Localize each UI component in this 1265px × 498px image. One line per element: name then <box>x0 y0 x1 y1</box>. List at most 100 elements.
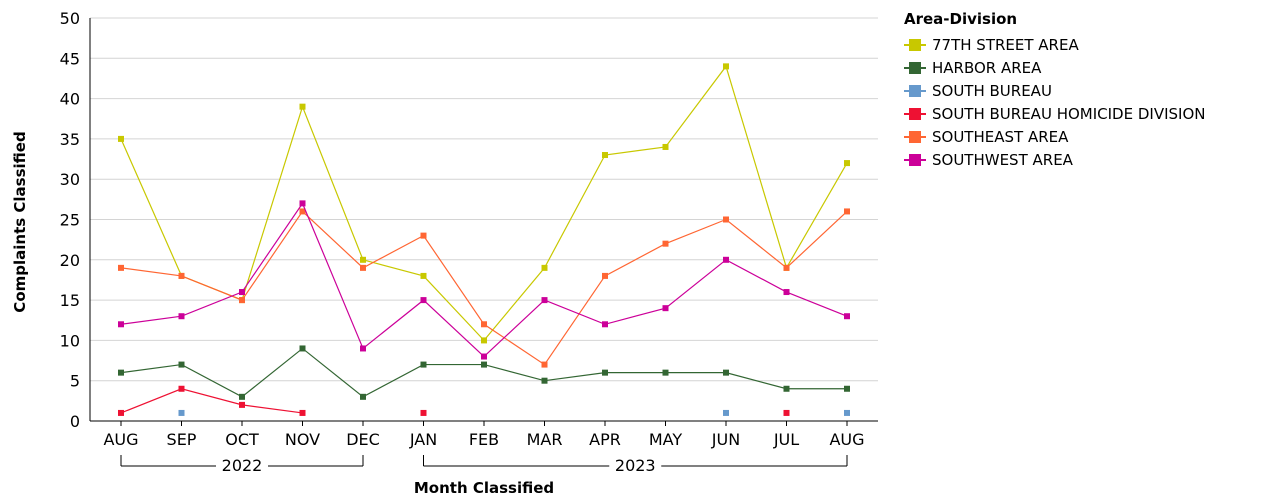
data-point <box>602 272 608 279</box>
x-tick-label: DEC <box>346 430 380 449</box>
legend-item: SOUTH BUREAU <box>904 79 1205 102</box>
data-point <box>178 361 185 368</box>
data-point <box>178 272 185 279</box>
data-point <box>360 264 366 271</box>
data-point <box>299 208 306 215</box>
series-southeast-area <box>118 208 850 368</box>
series-harbor-area <box>118 345 850 400</box>
x-tick-label: MAY <box>649 430 683 449</box>
data-point <box>723 369 729 376</box>
data-point <box>723 256 729 263</box>
legend-swatch <box>904 37 926 53</box>
data-point <box>299 345 306 352</box>
data-point <box>360 393 366 400</box>
data-point <box>481 337 487 344</box>
x-tick-label: OCT <box>225 430 259 449</box>
data-point <box>783 385 790 392</box>
x-tick-label: AUG <box>103 430 138 449</box>
data-point <box>420 409 427 416</box>
legend-items: 77TH STREET AREA HARBOR AREA SOUTH BUREAU S… <box>904 33 1205 171</box>
data-point <box>783 264 790 271</box>
data-point <box>844 160 850 167</box>
series-line <box>120 202 848 358</box>
data-point <box>602 152 608 159</box>
legend-swatch <box>904 129 926 145</box>
data-point <box>239 297 245 304</box>
data-point <box>783 409 790 416</box>
x-tick-label: JAN <box>409 430 437 449</box>
data-point <box>723 63 729 70</box>
data-point <box>299 103 306 110</box>
data-point <box>118 409 124 416</box>
y-tick-labels: 0 5 10 15 20 25 30 35 40 45 50 <box>60 9 80 431</box>
x-tick-label: APR <box>589 430 621 449</box>
data-point <box>723 409 729 416</box>
x-tick-label: SEP <box>167 430 197 449</box>
y-tick-label: 0 <box>70 412 80 431</box>
legend-swatch-box <box>909 130 921 143</box>
x-axis-title: Month Classified <box>414 479 554 497</box>
data-point <box>481 321 487 328</box>
legend-item: 77TH STREET AREA <box>904 33 1205 56</box>
legend-label: 77TH STREET AREA <box>932 35 1079 54</box>
data-point <box>118 135 124 142</box>
data-point <box>844 385 850 392</box>
legend-swatch <box>904 152 926 168</box>
legend-swatch-box <box>909 38 921 51</box>
legend-swatch <box>904 60 926 76</box>
y-tick-label: 25 <box>60 211 80 230</box>
y-tick-label: 35 <box>60 130 80 149</box>
series-lines <box>118 63 850 416</box>
data-point <box>178 313 185 320</box>
x-tick-label: FEB <box>469 430 499 449</box>
legend-label: SOUTHWEST AREA <box>932 150 1073 169</box>
x-tick-label: MAR <box>527 430 563 449</box>
data-point <box>239 289 245 296</box>
legend-item: SOUTH BUREAU HOMICIDE DIVISION <box>904 102 1205 125</box>
data-point <box>299 200 306 207</box>
legend-item: SOUTHWEST AREA <box>904 148 1205 171</box>
legend-swatch <box>904 106 926 122</box>
data-point <box>178 409 185 416</box>
data-point <box>299 409 306 416</box>
series-line <box>120 388 303 414</box>
data-point <box>662 240 669 247</box>
year-group-label: 2023 <box>615 456 656 475</box>
x-tick-label: NOV <box>285 430 320 449</box>
series-line <box>120 65 848 342</box>
data-point <box>420 297 427 304</box>
data-point <box>844 208 850 215</box>
data-point <box>118 264 124 271</box>
legend-label: SOUTH BUREAU <box>932 81 1052 100</box>
series-southwest-area <box>118 200 850 360</box>
data-point <box>541 297 548 304</box>
x-tick-label: JUL <box>773 430 799 449</box>
data-point <box>360 345 366 352</box>
y-tick-label: 10 <box>60 331 80 350</box>
x-tick-labels: AUG SEP OCT NOV DEC JAN FEB MAR APR MAY JUN JUL AUG <box>103 430 864 449</box>
y-tick-label: 5 <box>70 372 80 391</box>
data-point <box>844 409 850 416</box>
x-tick-label: JUN <box>711 430 740 449</box>
legend-swatch <box>904 83 926 99</box>
data-point <box>662 305 669 312</box>
series-south-bureau-homicide-division <box>118 385 790 416</box>
data-point <box>541 377 548 384</box>
series-77th-street-area <box>118 63 850 344</box>
data-point <box>420 361 427 368</box>
y-tick-label: 20 <box>60 251 80 270</box>
axes <box>89 18 878 426</box>
year-group-brackets: 2022 2023 <box>120 455 848 475</box>
legend-swatch-box <box>909 84 921 97</box>
data-point <box>420 232 427 239</box>
data-point <box>662 369 669 376</box>
legend-item: SOUTHEAST AREA <box>904 125 1205 148</box>
y-tick-label: 30 <box>60 170 80 189</box>
data-point <box>602 321 608 328</box>
data-point <box>662 143 669 150</box>
data-point <box>178 385 185 392</box>
y-tick-label: 15 <box>60 291 80 310</box>
data-point <box>420 272 427 279</box>
legend-label: SOUTH BUREAU HOMICIDE DIVISION <box>932 104 1206 123</box>
